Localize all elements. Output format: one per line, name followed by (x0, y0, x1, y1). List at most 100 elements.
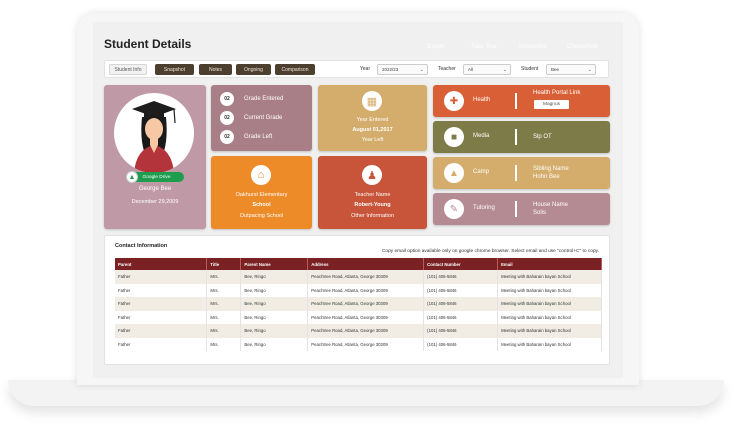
media-card[interactable]: ■ Media Slp OT (433, 121, 610, 153)
teacher-icon: ♟ (362, 165, 382, 185)
teacher-select[interactable]: All ⌄ (463, 64, 511, 75)
cell-parent-name: Bee, Ringo (240, 283, 309, 297)
tab-notes[interactable]: Notes (199, 64, 232, 75)
media-label: Media (473, 133, 490, 139)
grade-left-number: 02 (220, 130, 234, 144)
year-select[interactable]: 2022/23 ⌄ (377, 64, 428, 75)
student-select[interactable]: Bee ⌄ (546, 64, 596, 75)
column-header-parent[interactable]: Parent (115, 258, 208, 270)
tutoring-icon: ✎ (444, 199, 464, 219)
camp-divider (515, 165, 517, 181)
cell-contact-number: (101) 406-5846 (423, 337, 499, 351)
school-building-icon: ⌂ (251, 165, 271, 185)
cell-address: Peachtree Road, Atlanta, George 30309 (307, 297, 425, 311)
camp-card[interactable]: ▲ Camp Sibling Name Hohn Bee (433, 157, 610, 189)
cell-email[interactable]: Meeting with Baharain bayan School (497, 324, 602, 338)
contact-panel: Contact Information Copy email option av… (104, 235, 610, 365)
cell-email[interactable]: Meeting with Baharain bayan School (497, 297, 602, 311)
year-select-value: 2022/23 (382, 67, 399, 72)
tutoring-value: House Name Solis (533, 202, 569, 216)
cell-contact-number: (101) 406-5846 (423, 283, 499, 297)
tab-comparison[interactable]: Comparison (275, 64, 315, 75)
school-card: ⌂ Oakhurst Elementary School Outpacing S… (211, 156, 312, 229)
table-row: Father Mrs. Bee, Ringo Peachtree Road, A… (115, 337, 602, 351)
column-header-parent-name[interactable]: Parent Name (240, 258, 309, 270)
table-row: Father Mrs. Bee, Ringo Peachtree Road, A… (115, 324, 602, 338)
cell-title: Mrs. (206, 310, 242, 324)
health-divider (515, 93, 517, 109)
student-name: George Bee (138, 186, 172, 192)
cell-parent: Father (115, 337, 208, 351)
table-row: Father Mrs. Bee, Ringo Peachtree Road, A… (115, 283, 602, 297)
cell-address: Peachtree Road, Atlanta, George 30309 (307, 324, 425, 338)
cell-address: Peachtree Road, Atlanta, George 30309 (307, 270, 425, 284)
health-label: Health (473, 97, 491, 103)
year-filter-label: Year (360, 66, 371, 72)
year-left-label: Year Left (361, 137, 384, 143)
cheatsheet-button[interactable]: Cheatsheet (567, 43, 598, 50)
page-title: Student Details (104, 37, 192, 51)
calendar-icon: ▦ (362, 91, 382, 111)
avatar (114, 93, 194, 173)
other-information-label: Other Information (351, 213, 394, 219)
chevron-down-icon: ⌄ (587, 67, 592, 73)
current-grade-number: 02 (220, 111, 234, 125)
tent-icon: ▲ (444, 163, 464, 183)
column-header-contact-number[interactable]: Contact Number (423, 258, 499, 270)
cell-parent: Father (115, 283, 208, 297)
current-grade-row: 02 Current Grade (220, 111, 282, 125)
cell-email[interactable]: Meeting with Baharain bayan School (497, 310, 602, 324)
health-card[interactable]: ✚ Health Health Portal Link Magnus (433, 85, 610, 117)
cell-address: Peachtree Road, Atlanta, George 30309 (307, 310, 425, 324)
profile-card: ▲ Google Drive George Bee December 29,20… (104, 85, 206, 229)
table-row: Father Mrs. Bee, Ringo Peachtree Road, A… (115, 297, 602, 311)
tutoring-divider (515, 201, 517, 217)
instruction-button[interactable]: Instruction (519, 43, 547, 50)
grade-left-label: Grade Left (244, 134, 273, 140)
student-dob: December 29,2009 (131, 199, 179, 205)
cell-contact-number: (101) 406-5846 (423, 270, 499, 284)
cell-title: Mrs. (206, 324, 242, 338)
tab-student-info[interactable]: Student Info (109, 64, 147, 75)
column-header-title[interactable]: Title (206, 258, 242, 270)
tab-snapshot[interactable]: Snapshot (155, 64, 194, 75)
copy-email-note: Copy email option available only on goog… (381, 249, 599, 254)
cell-email[interactable]: Meeting with Baharain bayan School (497, 337, 602, 351)
camp-value: Sibling Name Hohn Bee (533, 166, 569, 180)
year-entered-value: August 01,2017 (352, 127, 393, 133)
take-tour-button[interactable]: Take Tour (471, 43, 497, 50)
cell-title: Mrs. (206, 297, 242, 311)
cell-parent: Father (115, 310, 208, 324)
cell-contact-number: (101) 406-5846 (423, 324, 499, 338)
student-select-value: Bee (551, 67, 560, 72)
year-entered-label: Year Entered (356, 117, 389, 123)
column-header-email[interactable]: Email (497, 258, 602, 270)
contact-title: Contact Information (115, 243, 168, 249)
magnus-button[interactable]: Magnus (534, 100, 569, 109)
video-camera-icon: ■ (444, 127, 464, 147)
teacher-name-label: Teacher Name (354, 192, 391, 198)
google-drive-label: Google Drive (142, 174, 171, 180)
cell-email[interactable]: Meeting with Baharain bayan School (497, 270, 602, 284)
school-label: School (252, 202, 271, 208)
grades-card: 02 Grade Entered 02 Current Grade 02 Gra… (211, 85, 312, 151)
cell-parent: Father (115, 297, 208, 311)
teacher-name-value: Robert-Young (354, 202, 391, 208)
tab-ongoing[interactable]: Ongoing (236, 64, 271, 75)
tutoring-card[interactable]: ✎ Tutoring House Name Solis (433, 193, 610, 225)
grade-entered-row: 02 Grade Entered (220, 92, 283, 106)
cell-email[interactable]: Meeting with Baharain bayan School (497, 283, 602, 297)
table-header-row: Parent Title Parent Name Address Contact… (115, 258, 602, 270)
grade-entered-label: Grade Entered (244, 96, 284, 102)
student-filter-label: Student (521, 66, 539, 72)
cell-parent-name: Bee, Ringo (240, 324, 309, 338)
cell-contact-number: (101) 406-5846 (423, 310, 499, 324)
chevron-down-icon: ⌄ (419, 67, 424, 73)
school-name: Oakhurst Elementary (235, 192, 288, 198)
column-header-address[interactable]: Address (307, 258, 425, 270)
export-button[interactable]: Export (427, 43, 445, 50)
cell-parent: Father (115, 324, 208, 338)
health-portal-link[interactable]: Health Portal Link (533, 90, 581, 96)
current-grade-label: Current Grade (244, 115, 283, 121)
google-drive-button[interactable]: ▲ Google Drive (126, 171, 184, 183)
